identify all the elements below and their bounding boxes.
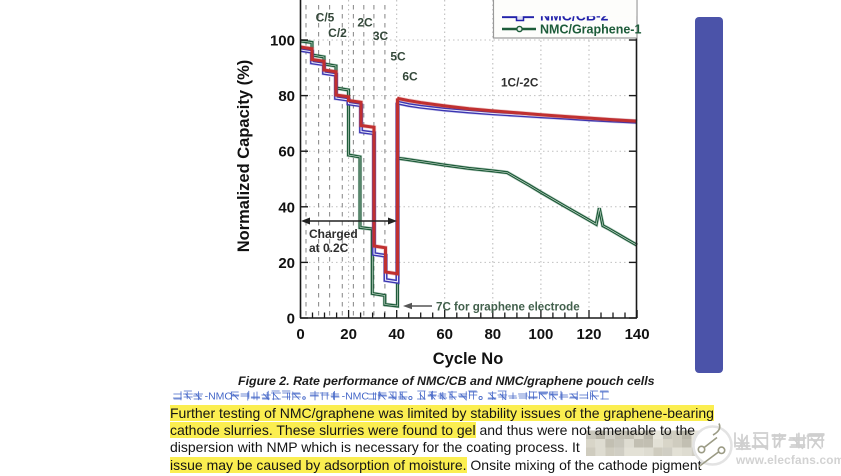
svg-text:2C: 2C [357, 16, 373, 30]
svg-text:at 0.2C: at 0.2C [309, 241, 349, 255]
svg-text:NMC/Graphene-1: NMC/Graphene-1 [540, 23, 641, 37]
svg-text:7C for graphene electrode: 7C for graphene electrode [436, 301, 580, 314]
svg-text:100: 100 [528, 326, 553, 343]
svg-text:40: 40 [388, 326, 405, 343]
svg-text:Charged: Charged [309, 227, 358, 241]
svg-text:0: 0 [287, 311, 295, 328]
svg-text:3C: 3C [373, 29, 389, 43]
svg-text:20: 20 [340, 326, 357, 343]
svg-text:1C/-2C: 1C/-2C [501, 76, 539, 90]
svg-text:C/2: C/2 [328, 26, 347, 40]
svg-text:80: 80 [484, 326, 501, 343]
svg-text:5C: 5C [390, 50, 406, 64]
svg-text:100: 100 [270, 33, 295, 50]
svg-text:6C: 6C [402, 70, 418, 84]
svg-text:-NMC: -NMC [342, 391, 370, 403]
svg-text:20: 20 [278, 255, 295, 272]
svg-text:140: 140 [625, 326, 650, 343]
svg-text:-NMC: -NMC [205, 391, 233, 403]
svg-text:40: 40 [278, 199, 295, 216]
svg-text:0: 0 [296, 326, 304, 343]
svg-text:60: 60 [278, 144, 295, 161]
svg-text:80: 80 [278, 88, 295, 105]
svg-text:C/5: C/5 [316, 11, 335, 25]
svg-text:Normalized Capacity (%): Normalized Capacity (%) [235, 60, 253, 253]
svg-text:www.elecfans.com: www.elecfans.com [735, 453, 841, 467]
svg-text:120: 120 [576, 326, 601, 343]
svg-text:Cycle No: Cycle No [433, 350, 504, 368]
svg-text:60: 60 [436, 326, 453, 343]
